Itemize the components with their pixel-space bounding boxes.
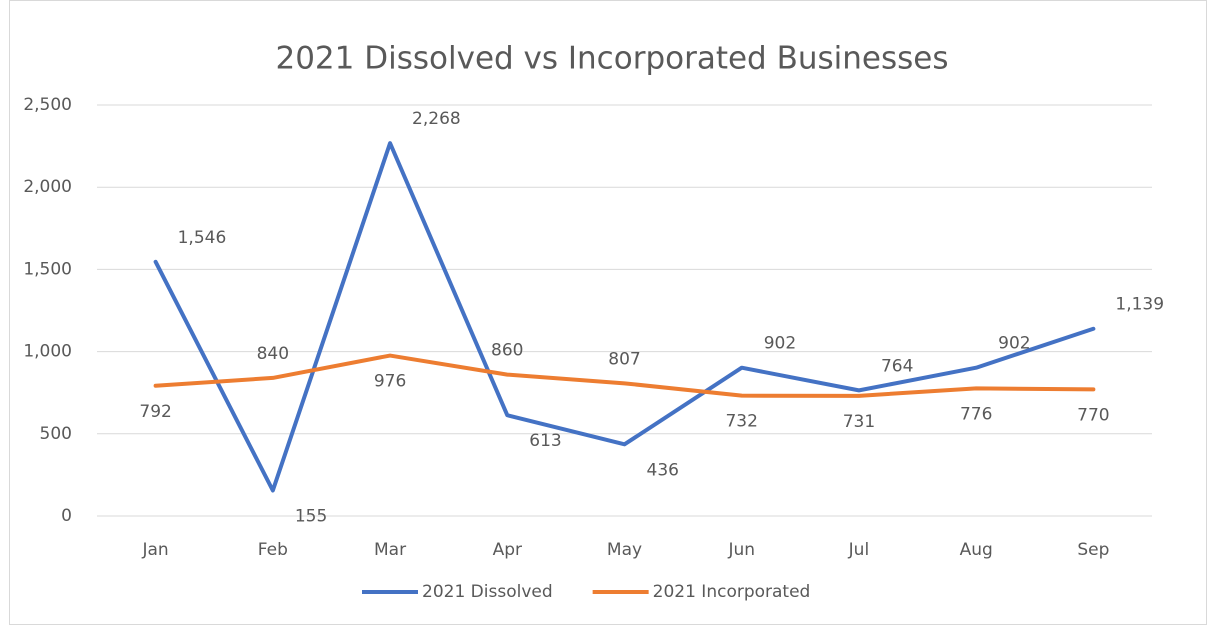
- x-tick-label: Aug: [960, 540, 993, 560]
- y-tick-label: 0: [61, 506, 72, 526]
- line-series: [153, 353, 1096, 398]
- data-label: 976: [374, 372, 406, 392]
- data-label: 732: [725, 412, 757, 432]
- y-tick-label: 1,500: [23, 259, 72, 279]
- data-label: 731: [843, 412, 875, 432]
- data-label: 764: [881, 356, 913, 376]
- legend-label: 2021 Incorporated: [653, 582, 811, 602]
- x-tick-label: Jun: [727, 540, 755, 560]
- chart-border: [9, 0, 1207, 625]
- x-tick-label: Apr: [493, 540, 522, 560]
- data-label: 436: [647, 460, 679, 480]
- y-tick-label: 1,000: [23, 342, 72, 362]
- data-label: 840: [257, 344, 289, 364]
- data-label: 902: [764, 334, 796, 354]
- data-label: 776: [960, 404, 992, 424]
- data-label: 792: [139, 402, 171, 422]
- line-series: [153, 141, 1096, 493]
- data-label: 807: [608, 349, 640, 369]
- x-tick-label: May: [607, 540, 642, 560]
- data-label: 613: [529, 431, 561, 451]
- x-tick-label: Jul: [848, 540, 870, 560]
- y-tick-label: 2,500: [23, 95, 72, 115]
- chart-title: 2021 Dissolved vs Incorporated Businesse…: [275, 41, 948, 77]
- data-label: 155: [295, 507, 327, 527]
- data-label: 860: [491, 341, 523, 361]
- x-tick-label: Sep: [1077, 540, 1109, 560]
- x-tick-label: Mar: [374, 540, 406, 560]
- x-tick-label: Feb: [258, 540, 288, 560]
- x-tick-label: Jan: [142, 540, 169, 560]
- data-label: 1,546: [178, 228, 227, 248]
- legend-label: 2021 Dissolved: [422, 582, 553, 602]
- data-label: 1,139: [1115, 295, 1164, 315]
- data-label: 902: [998, 334, 1030, 354]
- y-tick-label: 2,000: [23, 177, 72, 197]
- y-tick-label: 500: [40, 424, 72, 444]
- data-label: 770: [1077, 405, 1109, 425]
- data-label: 2,268: [412, 109, 461, 129]
